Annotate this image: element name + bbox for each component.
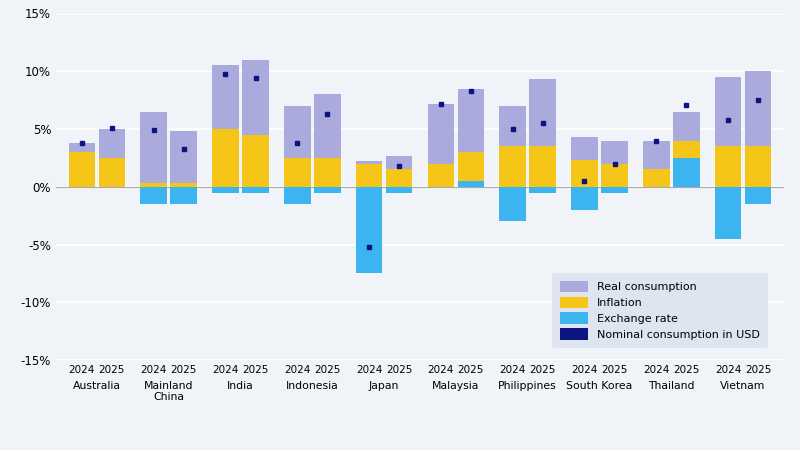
Bar	[314, 158, 341, 187]
Bar	[314, 94, 341, 158]
Bar	[673, 140, 700, 158]
Bar	[673, 112, 700, 140]
Bar	[499, 146, 526, 187]
Bar	[601, 187, 628, 193]
Bar	[714, 187, 742, 239]
Bar	[427, 104, 454, 164]
Bar	[356, 162, 382, 164]
Bar	[643, 140, 670, 170]
Text: Thailand: Thailand	[648, 381, 694, 391]
Bar	[140, 183, 167, 187]
Bar	[314, 187, 341, 193]
Bar	[458, 181, 484, 187]
Bar	[284, 158, 310, 187]
Bar	[242, 60, 269, 135]
Bar	[530, 146, 556, 187]
Bar	[242, 135, 269, 187]
Bar	[601, 140, 628, 164]
Bar	[356, 164, 382, 187]
Bar	[714, 77, 742, 146]
Bar	[458, 152, 484, 181]
Bar	[745, 146, 771, 187]
Bar	[242, 187, 269, 193]
Bar	[140, 187, 167, 204]
Bar	[571, 160, 598, 187]
Bar	[170, 183, 197, 187]
Text: South Korea: South Korea	[566, 381, 633, 391]
Bar	[427, 164, 454, 187]
Bar	[69, 143, 95, 152]
Bar	[499, 106, 526, 146]
Bar	[458, 89, 484, 152]
Bar	[284, 187, 310, 204]
Bar	[745, 187, 771, 204]
Bar	[673, 158, 700, 187]
Text: Philippines: Philippines	[498, 381, 557, 391]
Bar	[571, 137, 598, 160]
Text: India: India	[227, 381, 254, 391]
Bar	[714, 146, 742, 187]
Bar	[745, 71, 771, 146]
Text: Mainland
China: Mainland China	[144, 381, 194, 402]
Text: Malaysia: Malaysia	[432, 381, 479, 391]
Bar	[212, 66, 239, 129]
Bar	[170, 187, 197, 204]
Bar	[530, 187, 556, 193]
Bar	[601, 164, 628, 187]
Bar	[170, 131, 197, 183]
Bar	[69, 152, 95, 187]
Bar	[530, 79, 556, 146]
Bar	[386, 156, 413, 170]
Bar	[571, 187, 598, 210]
Bar	[140, 112, 167, 183]
Bar	[386, 170, 413, 187]
Bar	[356, 187, 382, 273]
Legend: Real consumption, Inflation, Exchange rate, Nominal consumption in USD: Real consumption, Inflation, Exchange ra…	[553, 273, 767, 347]
Bar	[212, 129, 239, 187]
Bar	[212, 187, 239, 193]
Bar	[386, 187, 413, 193]
Text: Vietnam: Vietnam	[721, 381, 766, 391]
Text: Australia: Australia	[73, 381, 121, 391]
Text: Japan: Japan	[369, 381, 399, 391]
Bar	[643, 170, 670, 187]
Bar	[98, 158, 126, 187]
Bar	[98, 129, 126, 158]
Bar	[499, 187, 526, 221]
Text: Indonesia: Indonesia	[286, 381, 338, 391]
Bar	[284, 106, 310, 158]
